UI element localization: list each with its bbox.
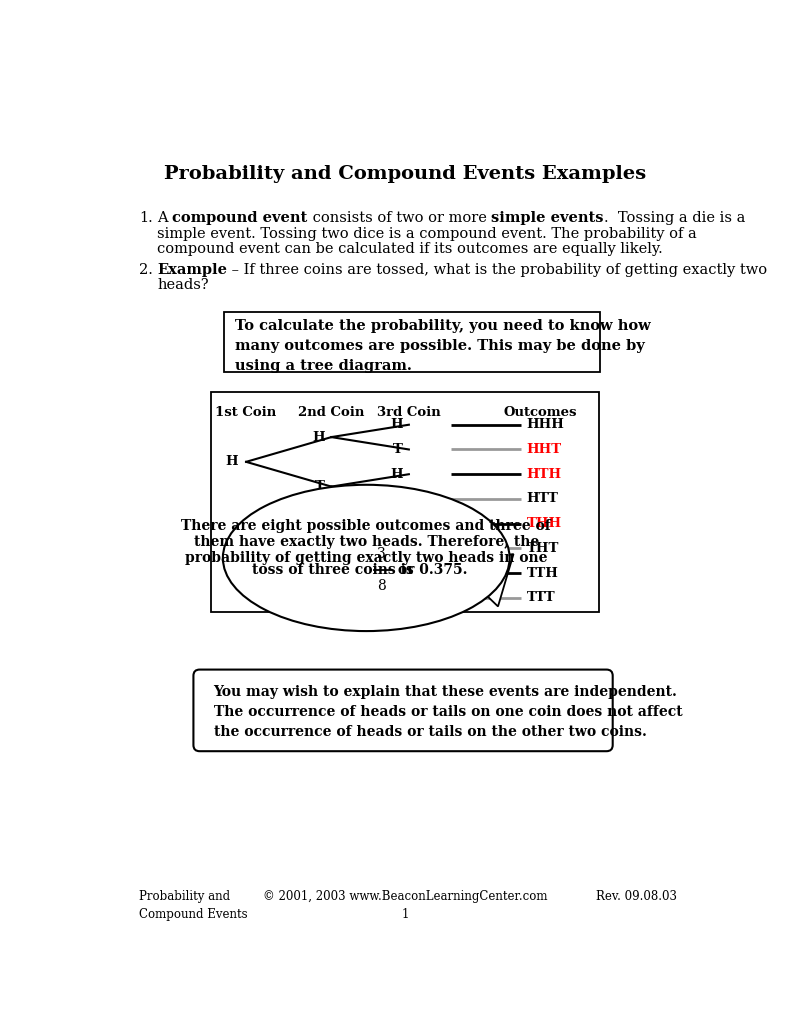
Text: 1.: 1. [139,211,153,225]
Text: TTH: TTH [527,566,558,580]
Text: © 2001, 2003 www.BeaconLearningCenter.com
1: © 2001, 2003 www.BeaconLearningCenter.co… [263,890,547,921]
Text: HTT: HTT [527,493,558,506]
Text: H: H [390,468,403,480]
Text: T: T [316,580,325,592]
Text: them have exactly two heads. Therefore, the: them have exactly two heads. Therefore, … [194,536,539,549]
Text: H: H [390,418,403,431]
Text: T: T [393,592,403,604]
Text: HTH: HTH [527,468,562,480]
Text: HHT: HHT [527,443,562,456]
Text: 8: 8 [377,579,386,593]
Text: 3: 3 [377,547,386,561]
FancyBboxPatch shape [211,392,599,611]
Text: .  Tossing a die is a: . Tossing a die is a [604,211,745,225]
Text: T: T [393,443,403,456]
Text: TTT: TTT [527,592,555,604]
Text: Probability and Compound Events Examples: Probability and Compound Events Examples [165,165,646,183]
FancyBboxPatch shape [194,670,613,752]
Text: – If three coins are tossed, what is the probability of getting exactly two: – If three coins are tossed, what is the… [227,263,767,278]
Text: compound event: compound event [172,211,308,225]
Text: 2nd Coin: 2nd Coin [298,407,365,419]
Text: heads?: heads? [157,279,209,293]
Text: H: H [390,566,403,580]
Text: simple events: simple events [491,211,604,225]
Text: consists of two or more: consists of two or more [308,211,491,225]
Text: T: T [393,542,403,555]
Text: Outcomes: Outcomes [504,407,577,419]
Text: Probability and
Compound Events: Probability and Compound Events [139,890,248,921]
Text: simple event. Tossing two dice is a compound event. The probability of a: simple event. Tossing two dice is a comp… [157,227,697,241]
Text: A: A [157,211,172,225]
Text: THH: THH [527,517,562,530]
Text: H: H [312,529,325,543]
Text: toss of three coins is: toss of three coins is [252,563,418,577]
Text: T: T [393,493,403,506]
Text: 3rd Coin: 3rd Coin [377,407,441,419]
Text: THT: THT [527,542,559,555]
Text: Example: Example [157,263,227,278]
Text: Rev. 09.08.03: Rev. 09.08.03 [596,890,677,903]
Polygon shape [452,554,513,606]
Text: T: T [229,554,238,567]
Text: There are eight possible outcomes and three of: There are eight possible outcomes and th… [181,519,551,534]
Text: 2.: 2. [139,263,153,278]
Text: H: H [390,517,403,530]
Text: You may wish to explain that these events are independent.
The occurrence of hea: You may wish to explain that these event… [214,685,682,739]
FancyBboxPatch shape [225,311,600,372]
Text: compound event can be calculated if its outcomes are equally likely.: compound event can be calculated if its … [157,243,663,256]
Text: HHH: HHH [527,418,565,431]
Ellipse shape [223,484,509,631]
Text: To calculate the probability, you need to know how
many outcomes are possible. T: To calculate the probability, you need t… [235,319,651,374]
Text: H: H [312,431,325,443]
Text: or 0.375.: or 0.375. [392,563,467,577]
Text: T: T [316,480,325,494]
Text: 1st Coin: 1st Coin [215,407,277,419]
Text: H: H [225,456,238,468]
Text: probability of getting exactly two heads in one: probability of getting exactly two heads… [185,551,547,565]
